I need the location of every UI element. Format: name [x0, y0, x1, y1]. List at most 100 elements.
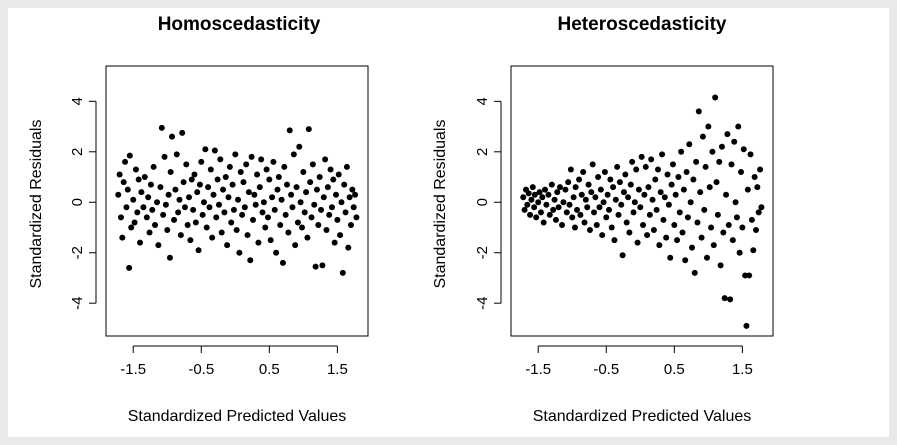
- data-point: [622, 171, 629, 178]
- data-point: [264, 214, 271, 221]
- data-point: [301, 209, 308, 216]
- data-point: [713, 179, 720, 186]
- data-point: [747, 151, 754, 158]
- data-point: [180, 179, 187, 186]
- data-point: [560, 199, 567, 206]
- data-point: [758, 204, 765, 211]
- data-point: [556, 184, 563, 191]
- data-point: [288, 191, 295, 198]
- data-point: [249, 216, 256, 223]
- data-point: [591, 209, 598, 216]
- data-point: [346, 194, 353, 201]
- data-point: [145, 194, 152, 201]
- data-point: [339, 269, 346, 276]
- data-point: [695, 108, 702, 115]
- data-point: [134, 209, 141, 216]
- data-point: [699, 133, 706, 140]
- x-tick-label: 0.5: [259, 361, 280, 378]
- data-point: [586, 227, 593, 234]
- data-point: [279, 259, 286, 266]
- data-point: [342, 209, 349, 216]
- data-point: [199, 211, 206, 218]
- data-point: [537, 209, 544, 216]
- data-point: [298, 224, 305, 231]
- data-point: [686, 141, 693, 148]
- data-point: [349, 186, 356, 193]
- data-point: [710, 242, 717, 249]
- data-point: [220, 186, 227, 193]
- x-tick-label: -1.5: [120, 361, 146, 378]
- data-point: [620, 189, 627, 196]
- data-point: [585, 181, 592, 188]
- data-point: [744, 186, 751, 193]
- data-point: [196, 181, 203, 188]
- data-point: [252, 201, 259, 208]
- data-point: [653, 206, 660, 213]
- data-point: [315, 221, 322, 228]
- y-tick-label: 2: [474, 148, 491, 156]
- data-point: [206, 204, 213, 211]
- data-point: [678, 148, 685, 155]
- data-point: [702, 163, 709, 170]
- data-point: [680, 186, 687, 193]
- data-point: [353, 214, 360, 221]
- data-point: [644, 232, 651, 239]
- data-point: [237, 168, 244, 175]
- figure-frame: Homoscedasticity -1.5 -0.5 0.5 1.5 -4 -2 0 2 4 …: [8, 8, 889, 437]
- data-point: [683, 168, 690, 175]
- data-point: [554, 189, 561, 196]
- data-point: [754, 184, 761, 191]
- x-axis-title: Standardized Predicted Values: [128, 408, 347, 425]
- y-tick-label: 0: [474, 198, 491, 206]
- data-point: [251, 191, 258, 198]
- data-point: [597, 186, 604, 193]
- data-point: [603, 214, 610, 221]
- data-point: [691, 269, 698, 276]
- data-point: [191, 171, 198, 178]
- data-point: [552, 216, 559, 223]
- data-point: [274, 186, 281, 193]
- data-point: [661, 194, 668, 201]
- data-point: [230, 206, 237, 213]
- data-point: [733, 214, 740, 221]
- data-point: [629, 158, 636, 165]
- data-point: [600, 199, 607, 206]
- data-point: [120, 179, 127, 186]
- data-point: [559, 221, 566, 228]
- x-tick-label: -0.5: [593, 361, 619, 378]
- data-point: [668, 181, 675, 188]
- data-point: [275, 174, 282, 181]
- y-tick-label: 4: [69, 97, 86, 105]
- data-point: [228, 219, 235, 226]
- data-point: [224, 242, 231, 249]
- data-point: [119, 234, 126, 241]
- data-point: [659, 151, 666, 158]
- data-point: [213, 214, 220, 221]
- data-point: [611, 237, 618, 244]
- data-point: [162, 201, 169, 208]
- data-point: [245, 189, 252, 196]
- data-point: [305, 126, 312, 133]
- data-point: [173, 151, 180, 158]
- data-point: [183, 161, 190, 168]
- data-point: [327, 166, 334, 173]
- data-point: [334, 216, 341, 223]
- scatter-points: [520, 94, 765, 329]
- data-point: [638, 153, 645, 160]
- data-point: [326, 211, 333, 218]
- data-point: [705, 123, 712, 130]
- data-point: [660, 216, 667, 223]
- data-point: [584, 204, 591, 211]
- data-point: [571, 224, 578, 231]
- data-point: [567, 166, 574, 173]
- data-point: [143, 214, 150, 221]
- data-point: [663, 234, 670, 241]
- data-point: [634, 239, 641, 246]
- data-point: [578, 191, 585, 198]
- data-point: [738, 168, 745, 175]
- homoscedasticity-panel: Homoscedasticity -1.5 -0.5 0.5 1.5 -4-2024 …: [28, 14, 369, 425]
- data-point: [580, 168, 587, 175]
- data-point: [520, 194, 527, 201]
- data-point: [540, 219, 547, 226]
- data-point: [687, 199, 694, 206]
